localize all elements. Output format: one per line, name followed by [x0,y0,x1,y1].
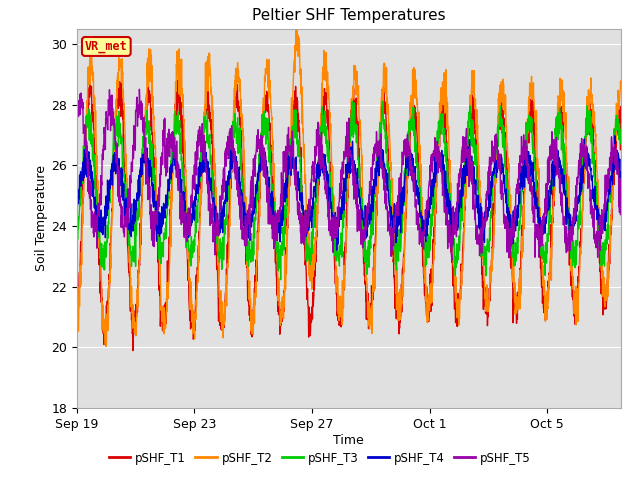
pSHF_T4 [617,169,625,175]
Legend: pSHF_T1, pSHF_T2, pSHF_T3, pSHF_T4, pSHF_T5: pSHF_T1, pSHF_T2, pSHF_T3, pSHF_T4, pSHF… [104,447,536,469]
pSHF_T5 [617,197,625,203]
pSHF_T5 [323,181,331,187]
Line: pSHF_T2: pSHF_T2 [77,27,621,347]
pSHF_T5 [136,86,143,92]
Line: pSHF_T4: pSHF_T4 [77,136,621,250]
pSHF_T4 [100,216,108,222]
Text: VR_met: VR_met [85,40,128,53]
Y-axis label: Soil Temperature: Soil Temperature [35,166,49,271]
pSHF_T2 [100,320,108,325]
pSHF_T4 [611,133,619,139]
pSHF_T4 [602,205,609,211]
pSHF_T3 [323,144,331,149]
pSHF_T3 [100,267,108,273]
pSHF_T4 [502,192,509,197]
pSHF_T5 [448,257,456,263]
Line: pSHF_T5: pSHF_T5 [77,89,621,260]
pSHF_T1 [602,301,609,307]
pSHF_T3 [602,244,609,250]
pSHF_T5 [73,130,81,135]
pSHF_T2 [602,293,609,299]
pSHF_T1 [338,302,346,308]
Line: pSHF_T1: pSHF_T1 [77,75,621,350]
pSHF_T1 [145,72,152,78]
pSHF_T1 [73,323,81,329]
Line: pSHF_T3: pSHF_T3 [77,101,621,280]
pSHF_T3 [502,173,509,179]
pSHF_T2 [602,282,609,288]
Title: Peltier SHF Temperatures: Peltier SHF Temperatures [252,9,445,24]
pSHF_T2 [502,94,509,100]
X-axis label: Time: Time [333,433,364,446]
pSHF_T5 [100,127,108,132]
pSHF_T3 [617,133,625,139]
pSHF_T3 [276,277,284,283]
pSHF_T1 [100,328,108,334]
pSHF_T5 [602,205,609,211]
pSHF_T5 [502,215,509,221]
pSHF_T4 [338,204,346,210]
pSHF_T1 [502,133,509,139]
pSHF_T5 [602,172,609,178]
pSHF_T2 [617,82,625,88]
pSHF_T2 [73,334,81,339]
pSHF_T3 [379,98,387,104]
pSHF_T3 [602,237,609,242]
pSHF_T1 [602,296,609,301]
pSHF_T3 [73,228,81,234]
pSHF_T3 [338,239,346,245]
pSHF_T1 [129,348,137,353]
pSHF_T1 [324,120,332,126]
pSHF_T4 [73,198,81,204]
pSHF_T4 [333,247,340,253]
pSHF_T2 [324,69,332,74]
pSHF_T5 [338,191,346,196]
pSHF_T2 [293,24,301,30]
pSHF_T2 [102,344,109,349]
pSHF_T1 [617,104,625,109]
pSHF_T4 [601,228,609,233]
pSHF_T4 [323,180,331,186]
pSHF_T2 [338,302,346,308]
